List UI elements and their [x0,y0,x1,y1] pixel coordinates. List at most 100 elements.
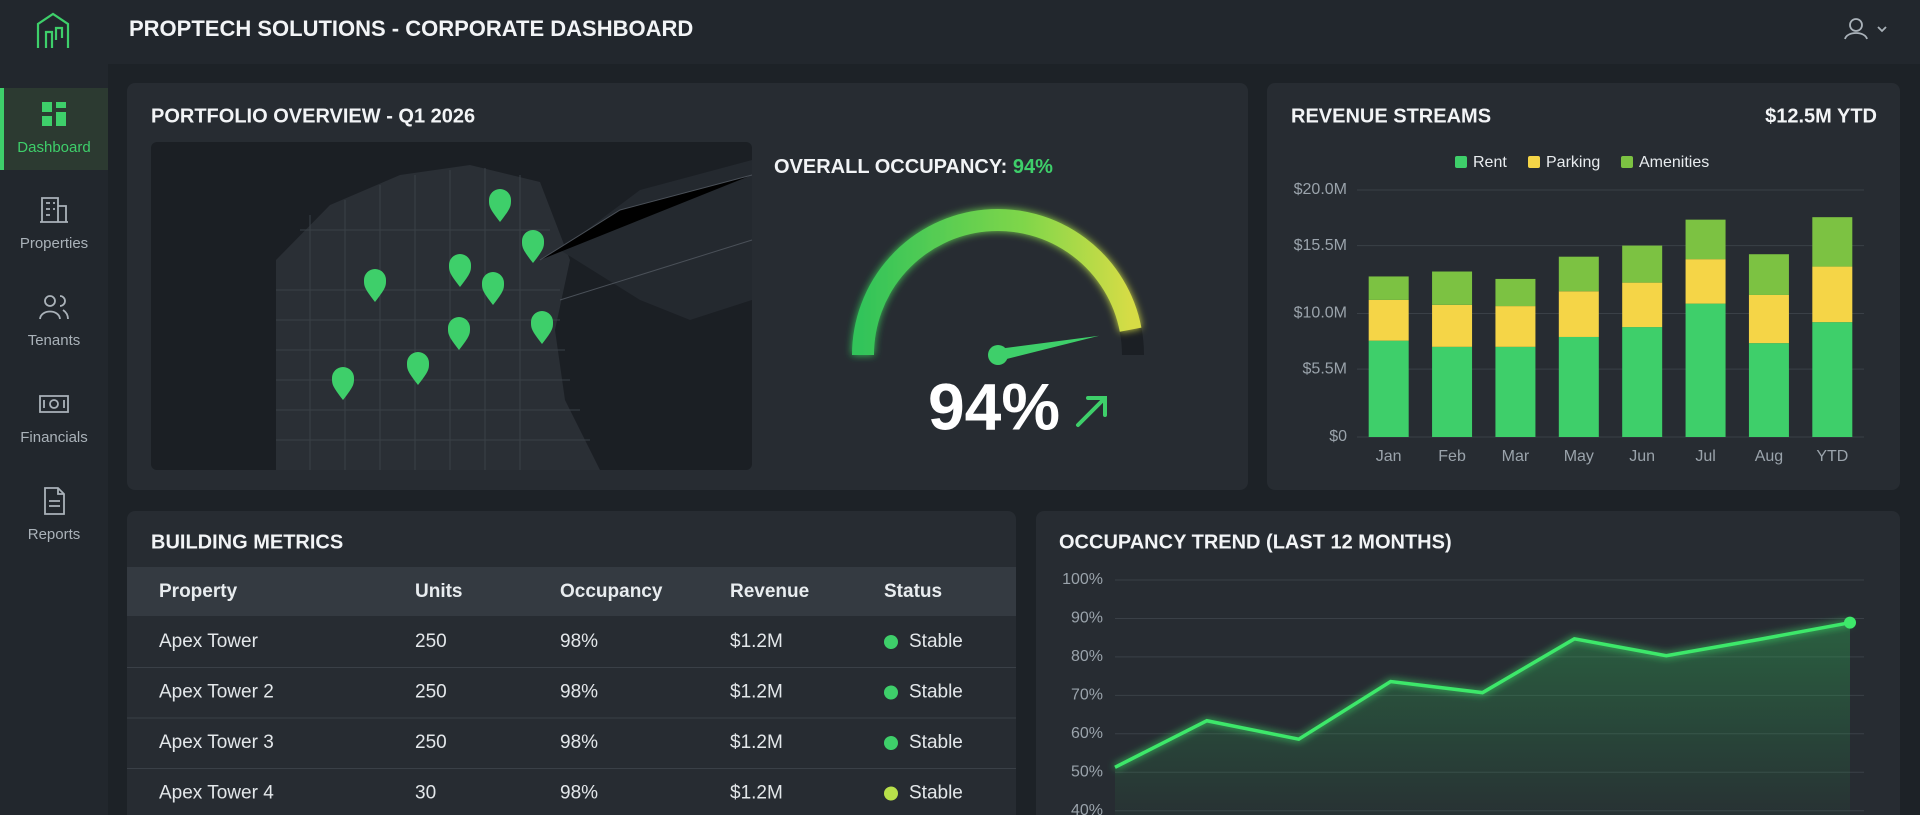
bar-segment [1368,340,1409,437]
table-cell: 98% [560,682,598,703]
line [1114,620,1851,769]
bar-segment [1622,327,1663,437]
panel-title: REVENUE STREAMS [1291,105,1491,127]
y-tick-label: $0 [1329,428,1347,445]
gauge-value [852,209,1142,356]
status-dot [884,736,898,750]
x-tick-label: Jun [1629,448,1655,465]
nav-label: Properties [20,235,88,252]
legend-label: Amenities [1639,154,1709,171]
legend-swatch [1455,156,1467,168]
area [1115,622,1850,815]
occupancy-big: 94% [928,369,1060,443]
nav-item[interactable]: Properties [20,197,88,252]
nav-icon [44,487,65,515]
end-point [1844,616,1856,629]
table-header [127,567,1016,616]
x-tick-label: Aug [1755,448,1783,465]
status-text: Stable [909,682,963,703]
status-dot [884,786,898,801]
table-cell: Apex Tower [159,631,259,652]
table-panel [127,511,1016,815]
status-dot [884,685,898,700]
bar-segment [1558,336,1599,437]
gauge [852,209,1144,365]
bar-segment [1495,306,1536,347]
nav-icon [42,102,66,126]
sidebar [0,64,108,815]
nav-icon [40,197,68,223]
bar-segment [1368,299,1409,341]
status-text: Stable [909,783,963,804]
x-tick-label: Jul [1695,448,1715,465]
nav-active-bg [0,88,108,170]
logo [36,12,70,48]
y-tick-label: 90% [1071,610,1103,627]
trend-chart: OCCUPANCY TREND (LAST 12 MONTHS) 100% 90% 8… [1059,531,1864,815]
legend-swatch [1528,156,1540,168]
x-tick-label: Jan [1376,448,1402,465]
y-tick-label: $10.0M [1294,305,1347,322]
bar-segment [1558,291,1599,337]
column-header: Units [415,581,463,602]
table-cell: $1.2M [730,631,783,652]
total-label: $12.5M YTD [1765,105,1877,127]
bar-segment [1812,322,1853,437]
occupancy-label: OVERALL OCCUPANCY: 94% [774,156,1053,178]
table-cell: $1.2M [730,783,783,804]
table-cell: 250 [415,732,447,753]
y-tick-label: $15.5M [1294,237,1347,254]
nav-label: Dashboard [17,139,90,156]
nav-item[interactable]: Financials [20,395,88,446]
nav-label: Financials [20,429,88,446]
table-cell: 30 [415,783,436,804]
nav-active-bar [0,88,4,170]
nav-item[interactable]: Reports [28,487,81,543]
table-cell: 98% [560,732,598,753]
top-bar [0,0,1920,64]
status-dot [884,635,898,649]
legend-label: Rent [1473,154,1507,171]
nav-icon [39,295,69,320]
revenue-chart: REVENUE STREAMS $12.5M YTD $0 $5.5M $10.0M $1… [1291,105,1877,465]
table-cell: Apex Tower 2 [159,682,274,703]
nav-item[interactable]: Tenants [28,295,81,349]
nav-item[interactable]: Dashboard [0,88,108,170]
bar-segment [1685,259,1726,304]
table-cell: $1.2M [730,682,783,703]
bar-segment [1622,245,1663,283]
y-tick-label: $5.5M [1303,360,1347,377]
trend-up-arrow [1076,396,1107,427]
bar-segment [1685,219,1726,260]
bar-segment [1812,217,1853,267]
x-tick-label: Feb [1438,448,1466,465]
y-tick-label: 70% [1071,687,1103,704]
bar-segment [1432,304,1473,347]
profile-menu[interactable] [1844,18,1887,40]
legend-label: Parking [1546,154,1600,171]
occupancy-label-text: OVERALL OCCUPANCY: [774,156,1007,178]
status-text: Stable [909,631,963,652]
y-tick-label: 40% [1071,802,1103,815]
bar-segment [1432,271,1473,305]
column-header: Revenue [730,581,809,602]
building-table: Property Units Occupancy Revenue Status Apex … [127,581,1016,804]
gauge-hub [988,345,1008,365]
table-cell: 98% [560,783,598,804]
bar-segment [1622,282,1663,328]
y-tick-label: 60% [1071,725,1103,742]
gauge-needle [996,335,1100,361]
nav-icon [39,395,69,413]
y-tick-label: 80% [1071,648,1103,665]
bar-segment [1495,278,1536,307]
y-tick-label: 50% [1071,763,1103,780]
table-cell: Apex Tower 4 [159,783,274,804]
bar-segment [1812,266,1853,323]
panel-title: PORTFOLIO OVERVIEW - Q1 2026 [151,105,475,127]
legend-swatch [1621,156,1633,168]
nav-label: Reports [28,526,81,543]
y-tick-label: $20.0M [1294,181,1347,198]
x-tick-label: YTD [1816,448,1848,465]
